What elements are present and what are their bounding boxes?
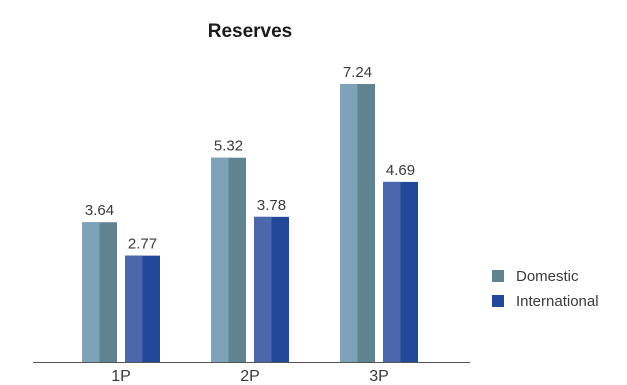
data-label-domestic-3p: 7.24 <box>343 64 372 81</box>
bar-highlight <box>211 157 229 362</box>
bar-domestic-1p <box>82 222 117 362</box>
bar-international-1p <box>125 255 160 362</box>
legend-item-international: International <box>492 293 599 310</box>
legend: Domestic International <box>492 268 599 310</box>
legend-label: Domestic <box>516 268 579 285</box>
data-label-international-2p: 3.78 <box>257 197 286 214</box>
data-label-international-3p: 4.69 <box>386 162 415 179</box>
x-tick-label-2p: 2P <box>240 368 260 385</box>
legend-item-domestic: Domestic <box>492 268 579 285</box>
bar-international-2p <box>254 216 289 362</box>
bar-highlight <box>125 255 143 362</box>
legend-label: International <box>516 293 599 310</box>
bar-highlight <box>383 181 401 362</box>
bar-highlight <box>82 222 100 362</box>
x-tick-label-1p: 1P <box>111 368 131 385</box>
bar-highlight <box>254 216 272 362</box>
bar-domestic-2p <box>211 157 246 362</box>
chart-title: Reserves <box>208 21 293 42</box>
legend-swatch <box>492 270 504 282</box>
bar-domestic-3p <box>340 83 375 362</box>
bar-international-3p <box>383 181 418 362</box>
legend-swatch <box>492 295 504 307</box>
data-label-domestic-1p: 3.64 <box>85 202 114 219</box>
data-labels-layer: 3.64 2.77 5.32 3.78 7.24 4.69 <box>85 64 415 253</box>
x-tick-label-3p: 3P <box>369 368 389 385</box>
bar-highlight <box>340 83 358 362</box>
bars-layer <box>82 83 418 362</box>
data-label-domestic-2p: 5.32 <box>214 138 243 155</box>
x-tick-labels: 1P 2P 3P <box>111 368 389 385</box>
data-label-international-1p: 2.77 <box>128 236 157 253</box>
